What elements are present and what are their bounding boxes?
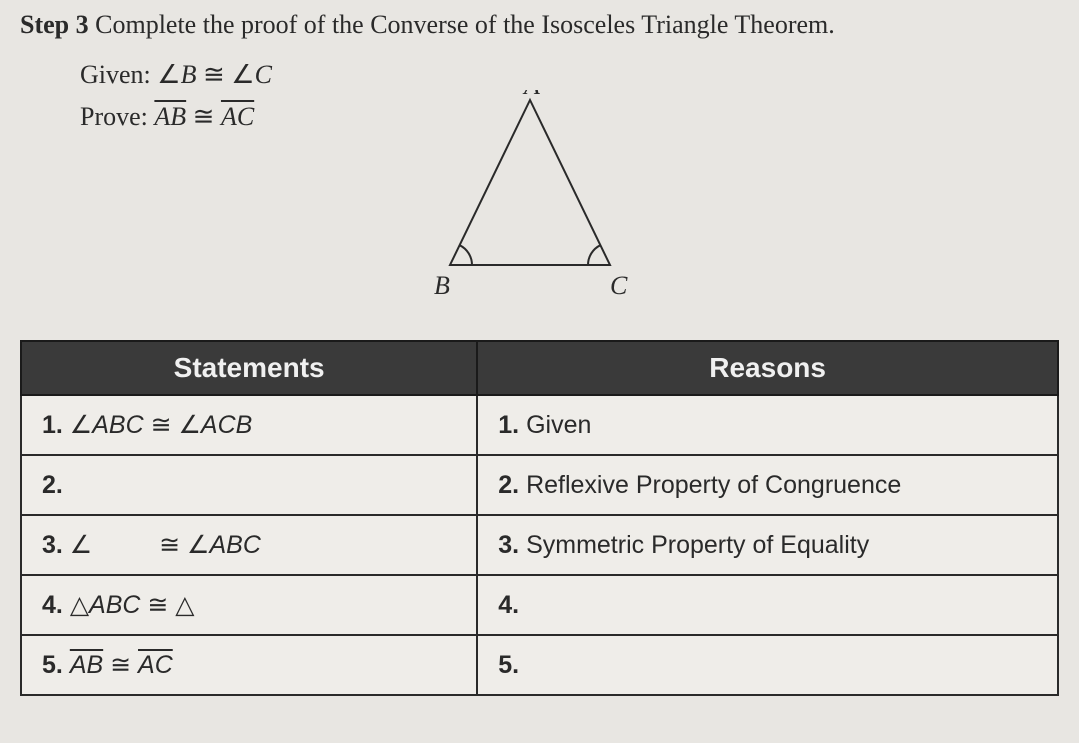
- step-text: Complete the proof of the Converse of th…: [95, 10, 835, 39]
- statement-cell: 5. AB ≅ AC: [21, 635, 477, 695]
- statement-cell: 4. △ABC ≅ △: [21, 575, 477, 635]
- given-label: Given:: [80, 60, 151, 89]
- reason-cell: 5.: [477, 635, 1058, 695]
- prove-label: Prove:: [80, 102, 148, 131]
- table-header-row: Statements Reasons: [21, 341, 1058, 395]
- table-body: 1. ∠ABC ≅ ∠ACB1. Given2.2. Reflexive Pro…: [21, 395, 1058, 695]
- page: Step 3 Complete the proof of the Convers…: [0, 0, 1079, 743]
- step-label: Step 3: [20, 10, 89, 39]
- statement-cell: 3. ∠ ≅ ∠ABC: [21, 515, 477, 575]
- prove-content: AB ≅ AC: [154, 102, 254, 131]
- reason-cell: 2. Reflexive Property of Congruence: [477, 455, 1058, 515]
- svg-text:C: C: [610, 271, 628, 300]
- header-reasons: Reasons: [477, 341, 1058, 395]
- reason-cell: 3. Symmetric Property of Equality: [477, 515, 1058, 575]
- proof-table: Statements Reasons 1. ∠ABC ≅ ∠ACB1. Give…: [20, 340, 1059, 696]
- given-content: ∠B ≅ ∠C: [157, 60, 272, 89]
- svg-text:B: B: [434, 271, 450, 300]
- triangle-svg: A B C: [420, 90, 660, 320]
- triangle-diagram: A B C: [420, 90, 660, 320]
- step-line: Step 3 Complete the proof of the Convers…: [20, 10, 1059, 40]
- svg-text:A: A: [522, 90, 540, 100]
- statement-cell: 2.: [21, 455, 477, 515]
- reason-cell: 1. Given: [477, 395, 1058, 455]
- statement-cell: 1. ∠ABC ≅ ∠ACB: [21, 395, 477, 455]
- given-line: Given: ∠B ≅ ∠C: [80, 60, 1059, 90]
- header-statements: Statements: [21, 341, 477, 395]
- table-row: 5. AB ≅ AC5.: [21, 635, 1058, 695]
- table-row: 3. ∠ ≅ ∠ABC3. Symmetric Property of Equa…: [21, 515, 1058, 575]
- table-row: 2.2. Reflexive Property of Congruence: [21, 455, 1058, 515]
- table-row: 4. △ABC ≅ △4.: [21, 575, 1058, 635]
- table-row: 1. ∠ABC ≅ ∠ACB1. Given: [21, 395, 1058, 455]
- reason-cell: 4.: [477, 575, 1058, 635]
